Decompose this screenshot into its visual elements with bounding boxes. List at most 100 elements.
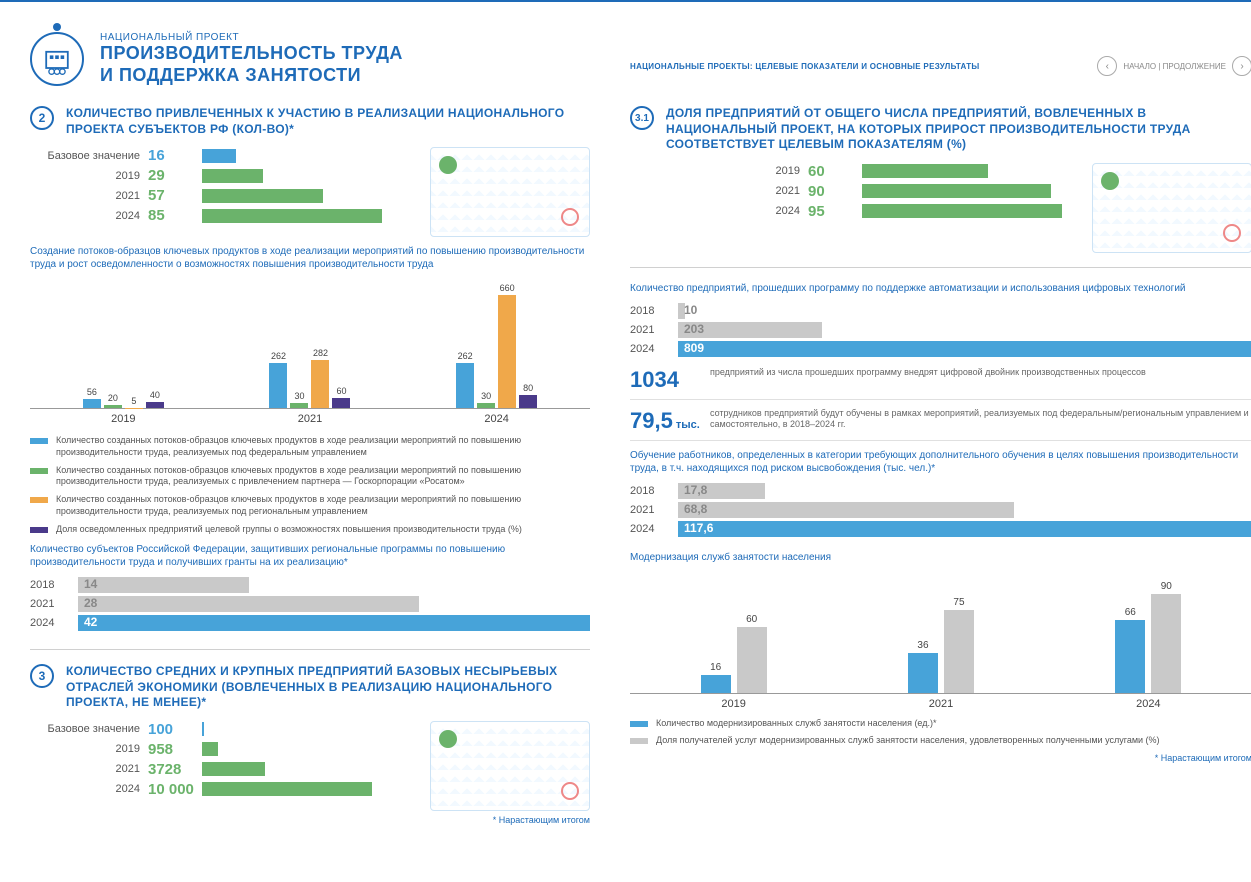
- nav-prev-button[interactable]: ‹: [1097, 56, 1117, 76]
- legend-item: Доля получателей услуг модернизированных…: [630, 735, 1251, 747]
- right-header: НАЦИОНАЛЬНЫЕ ПРОЕКТЫ: ЦЕЛЕВЫЕ ПОКАЗАТЕЛИ…: [630, 32, 1251, 76]
- hbar-value: 3728: [148, 761, 194, 778]
- bar: [1151, 594, 1181, 693]
- thinbar-fill: [678, 341, 1251, 357]
- axis-label: 2024: [1136, 698, 1160, 710]
- thinbar-value: 68,8: [684, 502, 707, 516]
- legend-text: Количество модернизированных служб занят…: [656, 718, 937, 730]
- stat-text: предприятий из числа прошедших программу…: [710, 367, 1251, 379]
- stat-row: 79,5 тыс.сотрудников предприятий будут о…: [630, 408, 1251, 441]
- axis-label: 2021: [929, 698, 953, 710]
- hbar-label: Базовое значение: [30, 723, 140, 735]
- bar-label: 56: [87, 387, 97, 397]
- hbar-value: 100: [148, 721, 194, 738]
- hbar-row: 2019 60: [690, 163, 1062, 180]
- thinbar-label: 2018: [630, 485, 670, 497]
- legend-text: Количество созданных потоков-образцов кл…: [56, 465, 590, 488]
- legend-text: Доля осведомленных предприятий целевой г…: [56, 524, 522, 536]
- hbar-value: 60: [808, 163, 854, 180]
- hbar-row: Базовое значение16: [30, 147, 400, 164]
- bar-label: 90: [1161, 581, 1172, 592]
- hbar-label: 2019: [30, 170, 140, 182]
- legend-swatch: [30, 438, 48, 444]
- section-title: ДОЛЯ ПРЕДПРИЯТИЙ ОТ ОБЩЕГО ЧИСЛА ПРЕДПРИ…: [666, 106, 1251, 153]
- hbar-row: 202410 000: [30, 781, 400, 798]
- legend-text: Доля получателей услуг модернизированных…: [656, 735, 1160, 747]
- stat-text: сотрудников предприятий будут обучены в …: [710, 408, 1251, 431]
- thinbar-value: 42: [84, 615, 97, 629]
- bar: [456, 363, 474, 408]
- hbar-label: Базовое значение: [30, 150, 140, 162]
- page-header: НАЦИОНАЛЬНЫЙ ПРОЕКТ ПРОИЗВОДИТЕЛЬНОСТЬ Т…: [30, 32, 590, 86]
- thinbar-label: 2018: [30, 579, 70, 591]
- section-number: 3.1: [630, 106, 654, 130]
- bar: [701, 675, 731, 693]
- thinbar-row: 202442: [30, 615, 590, 631]
- hbar-bar: [202, 742, 218, 756]
- section-number: 2: [30, 106, 54, 130]
- thinbar-fill: [78, 577, 249, 593]
- axis-label: 2021: [298, 413, 322, 425]
- axis-label: 2024: [484, 413, 508, 425]
- hbar-row: 202495: [690, 203, 1062, 220]
- bar: [83, 399, 101, 409]
- hbar-bar: [202, 169, 263, 183]
- hbar-row: Базовое значение 100: [30, 721, 400, 738]
- bar-label: 80: [523, 383, 533, 393]
- thinbar-value: 809: [684, 341, 704, 355]
- hbar-label: 2019: [690, 165, 800, 177]
- hbar-value: 95: [808, 203, 854, 220]
- bar-label: 282: [313, 348, 328, 358]
- thinbar-row: 2024 809: [630, 341, 1251, 357]
- hbar-bar: [862, 184, 1051, 198]
- hbar-row: 2019 29: [30, 167, 400, 184]
- hbar-label: 2024: [30, 210, 140, 222]
- subtitle: Количество предприятий, прошедших програ…: [630, 282, 1251, 295]
- bar: [290, 403, 308, 408]
- thinbar-value: 117,6: [684, 521, 713, 535]
- bar-label: 60: [336, 386, 346, 396]
- hbar-chart-share: 2019 60 202190 202495: [630, 163, 1062, 223]
- section-3-1: 3.1 ДОЛЯ ПРЕДПРИЯТИЙ ОТ ОБЩЕГО ЧИСЛА ПРЕ…: [630, 106, 1251, 763]
- hbar-bar: [202, 722, 204, 736]
- bar: [269, 363, 287, 408]
- legend-item: Количество модернизированных служб занят…: [630, 718, 1251, 730]
- nav-label: НАЧАЛО | ПРОДОЛЖЕНИЕ: [1123, 62, 1226, 71]
- thinbar-row: 201810: [630, 303, 1251, 319]
- thinbar-value: 10: [684, 303, 697, 317]
- bar-label: 20: [108, 393, 118, 403]
- bar: [311, 360, 329, 408]
- subtitle: Количество субъектов Российской Федераци…: [30, 543, 590, 569]
- bar-group: 2623028260: [269, 348, 350, 408]
- bar-group: 6690: [1115, 581, 1181, 693]
- bar: [498, 295, 516, 408]
- hbar-row: 202157: [30, 187, 400, 204]
- bar-group: 56 20 5 40: [83, 387, 164, 409]
- hbar-bar: [202, 189, 323, 203]
- hbar-value: 958: [148, 741, 194, 758]
- paired-bar-chart-employment: 166036756690: [630, 574, 1251, 694]
- bar-label: 40: [150, 390, 160, 400]
- hbar-row: 202190: [690, 183, 1062, 200]
- thinbar-label: 2021: [630, 324, 670, 336]
- stat-number: 1034: [630, 367, 700, 393]
- hbar-bar: [202, 209, 382, 223]
- project-icon: [30, 32, 84, 86]
- legend-swatch: [30, 468, 48, 474]
- thinbar-fill: [678, 521, 1251, 537]
- bar-label: 5: [131, 396, 136, 406]
- chart-axis: 201920212024: [30, 413, 590, 425]
- hbar-value: 10 000: [148, 781, 194, 798]
- thinbar-fill: [78, 615, 590, 631]
- bar-label: 75: [953, 597, 964, 608]
- legend-item: Количество созданных потоков-образцов кл…: [30, 435, 590, 458]
- hbar-bar: [202, 782, 372, 796]
- hbar-value: 29: [148, 167, 194, 184]
- bar: [332, 398, 350, 408]
- nav-next-button[interactable]: ›: [1232, 56, 1251, 76]
- illustration-factory: [430, 721, 590, 811]
- bar: [737, 627, 767, 693]
- hbar-label: 2021: [30, 190, 140, 202]
- thinbar-label: 2024: [630, 343, 670, 355]
- bar-label: 262: [458, 351, 473, 361]
